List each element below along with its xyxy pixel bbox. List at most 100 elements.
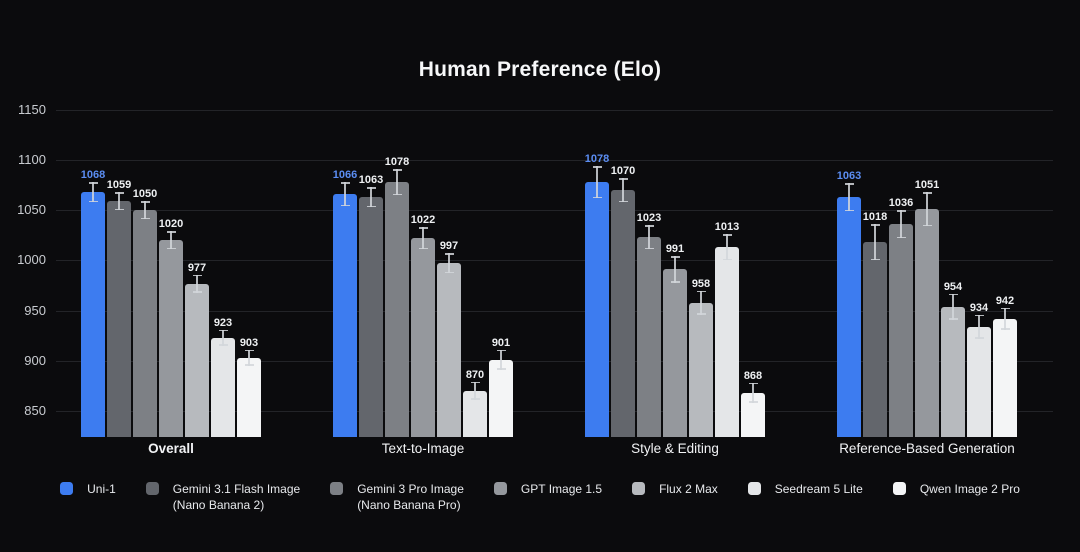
error-bar-line — [396, 169, 398, 196]
gridline — [56, 310, 1053, 312]
bar-value-label: 1023 — [636, 212, 662, 225]
error-bar-cap-top — [496, 349, 506, 352]
error-bar-cap-bottom — [722, 258, 732, 261]
legend-item: Gemini 3 Pro Image (Nano Banana Pro) — [330, 481, 464, 513]
bar-value-label: 1066 — [332, 169, 358, 182]
legend-swatch — [747, 482, 761, 495]
bar-value-label: 1018 — [862, 211, 888, 224]
error-bar — [748, 382, 758, 403]
error-bar — [922, 192, 932, 227]
error-bar — [696, 290, 706, 315]
error-bar-cap-top — [88, 182, 98, 184]
category-label: Overall — [148, 441, 194, 456]
bar-value-label: 1050 — [132, 188, 158, 201]
error-bar-line — [1004, 307, 1006, 330]
error-bar — [844, 183, 854, 212]
error-bar-line — [596, 166, 598, 199]
error-bar-cap-bottom — [88, 200, 98, 203]
error-bar-line — [500, 349, 502, 370]
legend-swatch — [60, 482, 74, 495]
error-bar-line — [848, 183, 850, 212]
error-bar-cap-bottom — [922, 224, 932, 227]
bar — [107, 201, 131, 437]
error-bar-line — [448, 253, 450, 274]
bar — [185, 283, 209, 437]
legend-label: Gemini 3 Pro Image (Nano Banana Pro) — [357, 482, 464, 513]
error-bar — [496, 349, 506, 370]
error-bar-cap-top — [192, 274, 202, 276]
error-bar — [366, 187, 376, 208]
error-bar — [392, 169, 402, 196]
error-bar-cap-top — [366, 187, 376, 189]
error-bar-cap-top — [722, 234, 732, 236]
error-bar-cap-bottom — [844, 209, 854, 212]
error-bar-cap-top — [748, 382, 758, 385]
error-bar-cap-bottom — [618, 200, 628, 203]
legend-item: Uni-1 — [60, 481, 116, 497]
error-bar-line — [222, 329, 224, 346]
error-bar-cap-top — [340, 182, 350, 184]
error-bar — [218, 329, 228, 346]
legend-label: Flux 2 Max — [659, 482, 718, 496]
error-bar-cap-bottom — [592, 196, 602, 199]
error-bar — [418, 227, 428, 250]
error-bar — [1000, 307, 1010, 330]
bar-value-label: 934 — [969, 301, 989, 314]
legend-item: Seedream 5 Lite — [747, 481, 863, 497]
error-bar-cap-top — [948, 293, 958, 296]
bar — [689, 302, 713, 437]
error-bar-cap-top — [896, 210, 906, 212]
error-bar-cap-top — [670, 256, 680, 258]
error-bar-line — [474, 381, 476, 400]
bar — [611, 190, 635, 437]
error-bar-cap-bottom — [496, 368, 506, 370]
error-bar-line — [648, 225, 650, 250]
error-bar — [974, 314, 984, 339]
error-bar-line — [674, 256, 676, 283]
error-bar — [192, 274, 202, 293]
error-bar-cap-top — [218, 329, 228, 332]
bar — [837, 197, 861, 437]
error-bar-cap-top — [592, 166, 602, 168]
error-bar — [114, 192, 124, 211]
error-bar-cap-bottom — [340, 204, 350, 207]
legend-sublabel: (Nano Banana 2) — [172, 498, 265, 513]
bar — [585, 182, 609, 437]
error-bar-cap-top — [870, 224, 880, 226]
error-bar-line — [700, 290, 702, 315]
y-axis-tick-label: 900 — [24, 352, 46, 368]
bar-value-label: 958 — [691, 277, 711, 290]
y-axis-tick-label: 1100 — [18, 152, 46, 168]
y-axis-tick-label: 950 — [24, 302, 46, 318]
error-bar — [340, 182, 350, 207]
error-bar-line — [978, 314, 980, 339]
gridline — [56, 410, 1053, 412]
bar — [359, 197, 383, 437]
error-bar-line — [900, 210, 902, 239]
error-bar — [592, 166, 602, 199]
bar — [715, 247, 739, 437]
legend-swatch — [493, 482, 507, 495]
gridline — [56, 260, 1053, 262]
bar-value-label: 1022 — [410, 214, 436, 227]
error-bar-cap-bottom — [748, 401, 758, 403]
bar — [437, 263, 461, 437]
legend: Uni-1 Gemini 3.1 Flash Image (Nano Banana … — [0, 481, 1080, 513]
error-bar-line — [344, 182, 346, 207]
error-bar-cap-bottom — [366, 205, 376, 208]
bar-value-label: 1068 — [80, 169, 106, 182]
legend-label: Uni-1 — [87, 482, 116, 496]
legend-item: GPT Image 1.5 — [493, 481, 602, 497]
error-bar-line — [926, 192, 928, 227]
error-bar-cap-bottom — [218, 344, 228, 346]
error-bar-cap-top — [166, 231, 176, 233]
error-bar-line — [144, 201, 146, 220]
bar-value-label: 1063 — [836, 170, 862, 183]
bar — [211, 337, 235, 437]
error-bar-cap-bottom — [392, 193, 402, 196]
legend-swatch — [632, 482, 646, 495]
category-label: Reference-Based Generation — [839, 441, 1015, 456]
gridline — [56, 210, 1053, 212]
error-bar-line — [874, 224, 876, 261]
